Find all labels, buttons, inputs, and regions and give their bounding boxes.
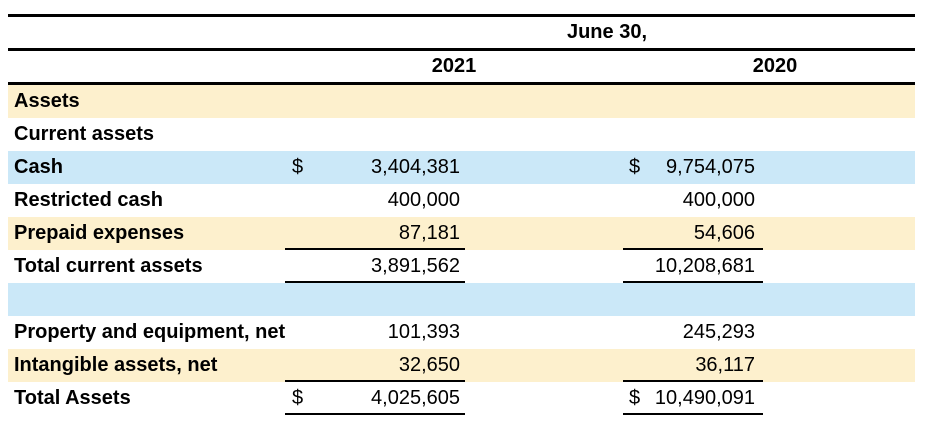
row-label	[8, 283, 285, 316]
currency-symbol: $	[629, 156, 641, 178]
amount-2020	[623, 85, 763, 118]
amount-2021	[285, 85, 465, 118]
row-label: Intangible assets, net	[14, 354, 218, 376]
gap-cell	[465, 283, 623, 316]
header-bottom-rule	[8, 82, 915, 85]
currency-symbol: $	[292, 387, 304, 409]
table-row-restricted-cash: Restricted cash 400,000 400,000	[8, 184, 915, 217]
amount-value: 400,000	[682, 189, 755, 211]
row-label: Cash	[14, 156, 63, 178]
date-header: June 30,	[566, 21, 648, 43]
row-label: Total current assets	[14, 255, 203, 277]
amount-2020: 245,293	[623, 316, 763, 349]
top-rule	[8, 14, 915, 17]
table-row-total-assets: Total Assets $4,025,605 $10,490,091	[8, 382, 915, 415]
balance-sheet: June 30, 2021 2020 Assets Current assets…	[8, 14, 915, 415]
amount-value: 101,393	[387, 321, 460, 343]
amount-2020: $10,490,091	[623, 382, 763, 415]
gap-cell	[465, 250, 623, 283]
table-body: Assets Current assets Cash $3,404,381 $9…	[8, 85, 915, 415]
amount-2020: 54,606	[623, 217, 763, 250]
gap-cell	[465, 316, 623, 349]
tail-cell	[763, 283, 915, 316]
tail-cell	[763, 118, 915, 151]
tail-cell	[763, 184, 915, 217]
currency-symbol: $	[292, 156, 304, 178]
amount-value: 87,181	[398, 222, 460, 244]
gap-cell	[465, 85, 623, 118]
date-header-row: June 30,	[8, 17, 915, 48]
gap-cell	[465, 151, 623, 184]
amount-value: 3,404,381	[371, 156, 460, 178]
amount-value: 32,650	[398, 354, 460, 376]
date-header-spacer	[8, 17, 285, 48]
amount-value: 10,208,681	[654, 255, 755, 277]
amount-2020: 400,000	[623, 184, 763, 217]
tail-cell	[763, 349, 915, 382]
amount-value: 3,891,562	[371, 255, 460, 277]
amount-2021: 87,181	[285, 217, 465, 250]
column-header-2020: 2020	[752, 55, 798, 77]
table-row-cash: Cash $3,404,381 $9,754,075	[8, 151, 915, 184]
amount-2021: 3,891,562	[285, 250, 465, 283]
gap-cell	[465, 118, 623, 151]
tail-cell	[763, 316, 915, 349]
amount-value: 36,117	[695, 354, 755, 376]
amount-2021: 32,650	[285, 349, 465, 382]
amount-2021	[285, 118, 465, 151]
row-label: Total Assets	[14, 387, 131, 409]
amount-2020: $9,754,075	[623, 151, 763, 184]
currency-symbol: $	[629, 387, 641, 409]
mid-rule	[8, 48, 915, 51]
table-row-prepaid-expenses: Prepaid expenses 87,181 54,606	[8, 217, 915, 250]
row-label: Assets	[14, 90, 80, 112]
amount-value: 245,293	[682, 321, 755, 343]
gap-cell	[465, 217, 623, 250]
amount-value: 9,754,075	[666, 156, 755, 178]
gap-cell	[465, 382, 623, 415]
tail-cell	[763, 151, 915, 184]
amount-2021: 101,393	[285, 316, 465, 349]
amount-2021: 400,000	[285, 184, 465, 217]
amount-2021: $4,025,605	[285, 382, 465, 415]
amount-2020	[623, 283, 763, 316]
row-label: Property and equipment, net	[14, 321, 285, 343]
amount-2020: 10,208,681	[623, 250, 763, 283]
row-label: Prepaid expenses	[14, 222, 185, 244]
column-header-2021: 2021	[431, 55, 477, 77]
tail-cell	[763, 85, 915, 118]
gap-cell	[465, 349, 623, 382]
gap-cell	[465, 184, 623, 217]
tail-cell	[763, 217, 915, 250]
amount-value: 54,606	[693, 222, 755, 244]
row-label: Current assets	[14, 123, 155, 145]
amount-value: 400,000	[387, 189, 460, 211]
table-row-intangible-assets: Intangible assets, net 32,650 36,117	[8, 349, 915, 382]
tail-cell	[763, 382, 915, 415]
table-row-current-assets: Current assets	[8, 118, 915, 151]
table-row-assets: Assets	[8, 85, 915, 118]
amount-2020	[623, 118, 763, 151]
amount-2020: 36,117	[623, 349, 763, 382]
table-row-blank	[8, 283, 915, 316]
table-row-total-current-assets: Total current assets 3,891,562 10,208,68…	[8, 250, 915, 283]
amount-value: 4,025,605	[371, 387, 460, 409]
table-row-property-equipment: Property and equipment, net 101,393 245,…	[8, 316, 915, 349]
tail-cell	[763, 250, 915, 283]
amount-2021	[285, 283, 465, 316]
row-label: Restricted cash	[14, 189, 163, 211]
year-header-spacer	[8, 51, 285, 82]
year-header-row: 2021 2020	[8, 51, 915, 82]
amount-2021: $3,404,381	[285, 151, 465, 184]
amount-value: 10,490,091	[654, 387, 755, 409]
